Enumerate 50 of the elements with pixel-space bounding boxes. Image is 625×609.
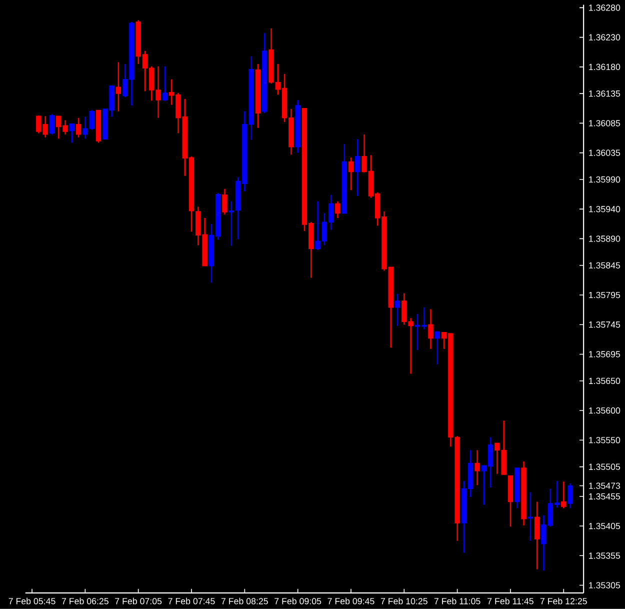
- candlestick: [76, 117, 82, 138]
- candlestick: [49, 114, 55, 136]
- x-tick-label: 7 Feb 07:05: [115, 598, 162, 604]
- candlestick: [228, 200, 234, 247]
- y-tick-label: 1.35890: [589, 236, 620, 242]
- y-tick-label: 1.35550: [589, 437, 620, 444]
- y-tick-label: 1.36180: [589, 64, 620, 70]
- y-tick-label: 1.35505: [589, 464, 620, 470]
- y-tick-label: 1.35405: [589, 522, 620, 530]
- candlestick: [355, 138, 360, 197]
- candlestick: [534, 501, 540, 570]
- y-tick-label: 1.35695: [589, 351, 620, 358]
- y-tick-label: 1.35455: [589, 493, 620, 500]
- candlestick: [561, 481, 566, 509]
- y-tick-label: 1.35305: [589, 582, 620, 588]
- x-tick-label: 7 Feb 11:45: [488, 598, 534, 604]
- candlestick: [116, 62, 121, 112]
- x-tick-label: 7 Feb 08:25: [221, 598, 268, 604]
- candlestick: [434, 331, 440, 365]
- candlestick: [335, 200, 340, 219]
- x-tick-label: 7 Feb 05:45: [8, 598, 56, 604]
- y-tick-label: 1.36035: [589, 150, 620, 156]
- x-tick-label: 7 Feb 10:25: [380, 598, 428, 604]
- y-tick-label: 1.35600: [589, 407, 620, 414]
- x-tick-label: 7 Feb 11:05: [434, 598, 480, 604]
- y-tick-label: 1.35473: [589, 482, 620, 489]
- y-tick-label: 1.36230: [589, 34, 620, 41]
- candlestick: [394, 293, 400, 326]
- candlestick: [568, 482, 573, 509]
- y-tick-label: 1.36280: [589, 4, 620, 11]
- y-tick-label: 1.35650: [589, 378, 620, 384]
- candlestick: [348, 157, 354, 191]
- candlestick: [428, 308, 434, 350]
- candlestick: [222, 188, 228, 216]
- y-tick-label: 1.35845: [589, 262, 620, 269]
- y-tick-label: 1.36085: [589, 120, 620, 126]
- x-tick-label: 7 Feb 09:05: [274, 598, 322, 604]
- y-tick-label: 1.35990: [589, 176, 620, 183]
- candlestick: [474, 450, 480, 486]
- y-tick-label: 1.35355: [589, 552, 620, 559]
- candlestick: [69, 123, 74, 144]
- x-tick-label: 7 Feb 06:25: [62, 598, 108, 604]
- y-tick-label: 1.35795: [589, 292, 620, 298]
- x-tick-label: 7 Feb 12:25: [540, 598, 587, 604]
- candlestick: [162, 66, 168, 102]
- y-tick-label: 1.36135: [589, 90, 620, 97]
- x-tick-label: 7 Feb 07:45: [168, 598, 215, 604]
- y-tick-label: 1.35940: [589, 206, 620, 212]
- x-tick-label: 7 Feb 09:45: [328, 598, 374, 604]
- y-tick-label: 1.35745: [589, 322, 620, 328]
